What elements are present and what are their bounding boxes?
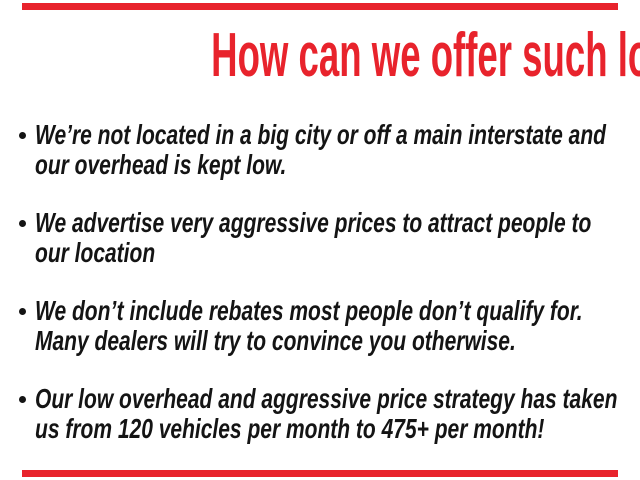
bullet-item: We don’t include rebates most people don… [19,296,640,356]
bottom-red-rule [22,470,618,477]
bullet-line: Our low overhead and aggressive price st… [35,383,618,414]
bullet-dot-icon [19,220,26,227]
top-red-rule [22,3,618,10]
slide-header: How can we offer such low prices? [0,21,640,90]
bullet-line: our location [35,237,156,268]
bullet-dot-icon [19,308,26,315]
page-title: How can we offer such low prices? [211,21,640,90]
bullet-dot-icon [19,396,26,403]
bullet-dot-icon [19,132,26,139]
bullet-text: We advertise very aggressive prices to a… [35,208,591,268]
bullet-text: We don’t include rebates most people don… [35,296,583,356]
bullet-line: Many dealers will try to convince you ot… [35,325,516,356]
bullet-item: We’re not located in a big city or off a… [19,120,640,180]
bullet-line: We advertise very aggressive prices to a… [35,207,592,238]
bullet-item: Our low overhead and aggressive price st… [19,384,640,444]
bullet-text: We’re not located in a big city or off a… [35,120,606,180]
bullet-line: We’re not located in a big city or off a… [35,119,607,150]
bullet-list: We’re not located in a big city or off a… [19,120,640,472]
bullet-line: us from 120 vehicles per month to 475+ p… [35,413,545,444]
bullet-item: We advertise very aggressive prices to a… [19,208,640,268]
bullet-line: our overhead is kept low. [35,149,287,180]
bullet-line: We don’t include rebates most people don… [35,295,583,326]
bullet-text: Our low overhead and aggressive price st… [35,384,617,444]
